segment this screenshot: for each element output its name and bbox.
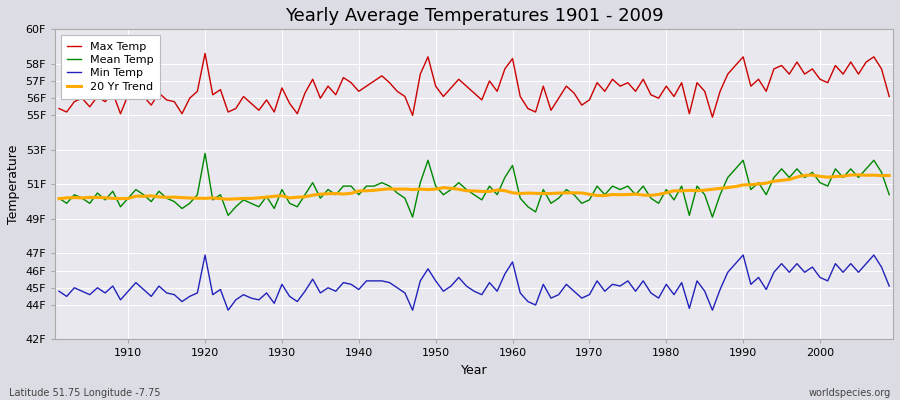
Mean Temp (338, 184, 349, 188)
Mean Temp (200, 151, 211, 156)
Mean Temp (884, 192, 895, 197)
20 Yr Trend (54, 196, 65, 201)
Min Temp (523, 299, 534, 304)
Min Temp (200, 253, 211, 258)
Mean Temp (115, 204, 126, 209)
Min Temp (115, 298, 126, 302)
Line: Max Temp: Max Temp (59, 54, 889, 117)
Mean Temp (523, 204, 534, 209)
Min Temp (515, 290, 526, 295)
Min Temp (300, 289, 310, 294)
Mean Temp (54, 196, 65, 200)
Title: Yearly Average Temperatures 1901 - 2009: Yearly Average Temperatures 1901 - 2009 (284, 7, 663, 25)
Min Temp (54, 289, 65, 294)
Line: Mean Temp: Mean Temp (59, 153, 889, 217)
20 Yr Trend (338, 192, 349, 196)
20 Yr Trend (608, 192, 618, 197)
20 Yr Trend (292, 195, 302, 200)
Text: Latitude 51.75 Longitude -7.75: Latitude 51.75 Longitude -7.75 (9, 388, 160, 398)
Max Temp (507, 56, 517, 61)
20 Yr Trend (884, 173, 895, 178)
Min Temp (615, 284, 626, 288)
20 Yr Trend (115, 196, 126, 201)
Max Temp (54, 106, 65, 111)
Min Temp (346, 282, 356, 287)
Max Temp (707, 115, 718, 120)
Y-axis label: Temperature: Temperature (7, 145, 20, 224)
20 Yr Trend (853, 172, 864, 177)
Min Temp (884, 284, 895, 288)
Max Temp (200, 51, 211, 56)
Max Temp (115, 111, 126, 116)
Min Temp (222, 308, 233, 312)
Text: worldspecies.org: worldspecies.org (809, 388, 891, 398)
20 Yr Trend (507, 190, 517, 195)
20 Yr Trend (222, 197, 233, 202)
Mean Temp (407, 215, 418, 220)
Max Temp (608, 77, 618, 82)
Max Temp (338, 75, 349, 80)
Line: 20 Yr Trend: 20 Yr Trend (59, 175, 889, 199)
Mean Temp (292, 204, 302, 209)
20 Yr Trend (515, 191, 526, 196)
Line: Min Temp: Min Temp (59, 255, 889, 310)
Mean Temp (515, 196, 526, 200)
X-axis label: Year: Year (461, 364, 488, 377)
Max Temp (515, 94, 526, 99)
Max Temp (884, 94, 895, 99)
Legend: Max Temp, Mean Temp, Min Temp, 20 Yr Trend: Max Temp, Mean Temp, Min Temp, 20 Yr Tre… (60, 35, 160, 99)
Mean Temp (615, 187, 626, 192)
Max Temp (292, 111, 302, 116)
